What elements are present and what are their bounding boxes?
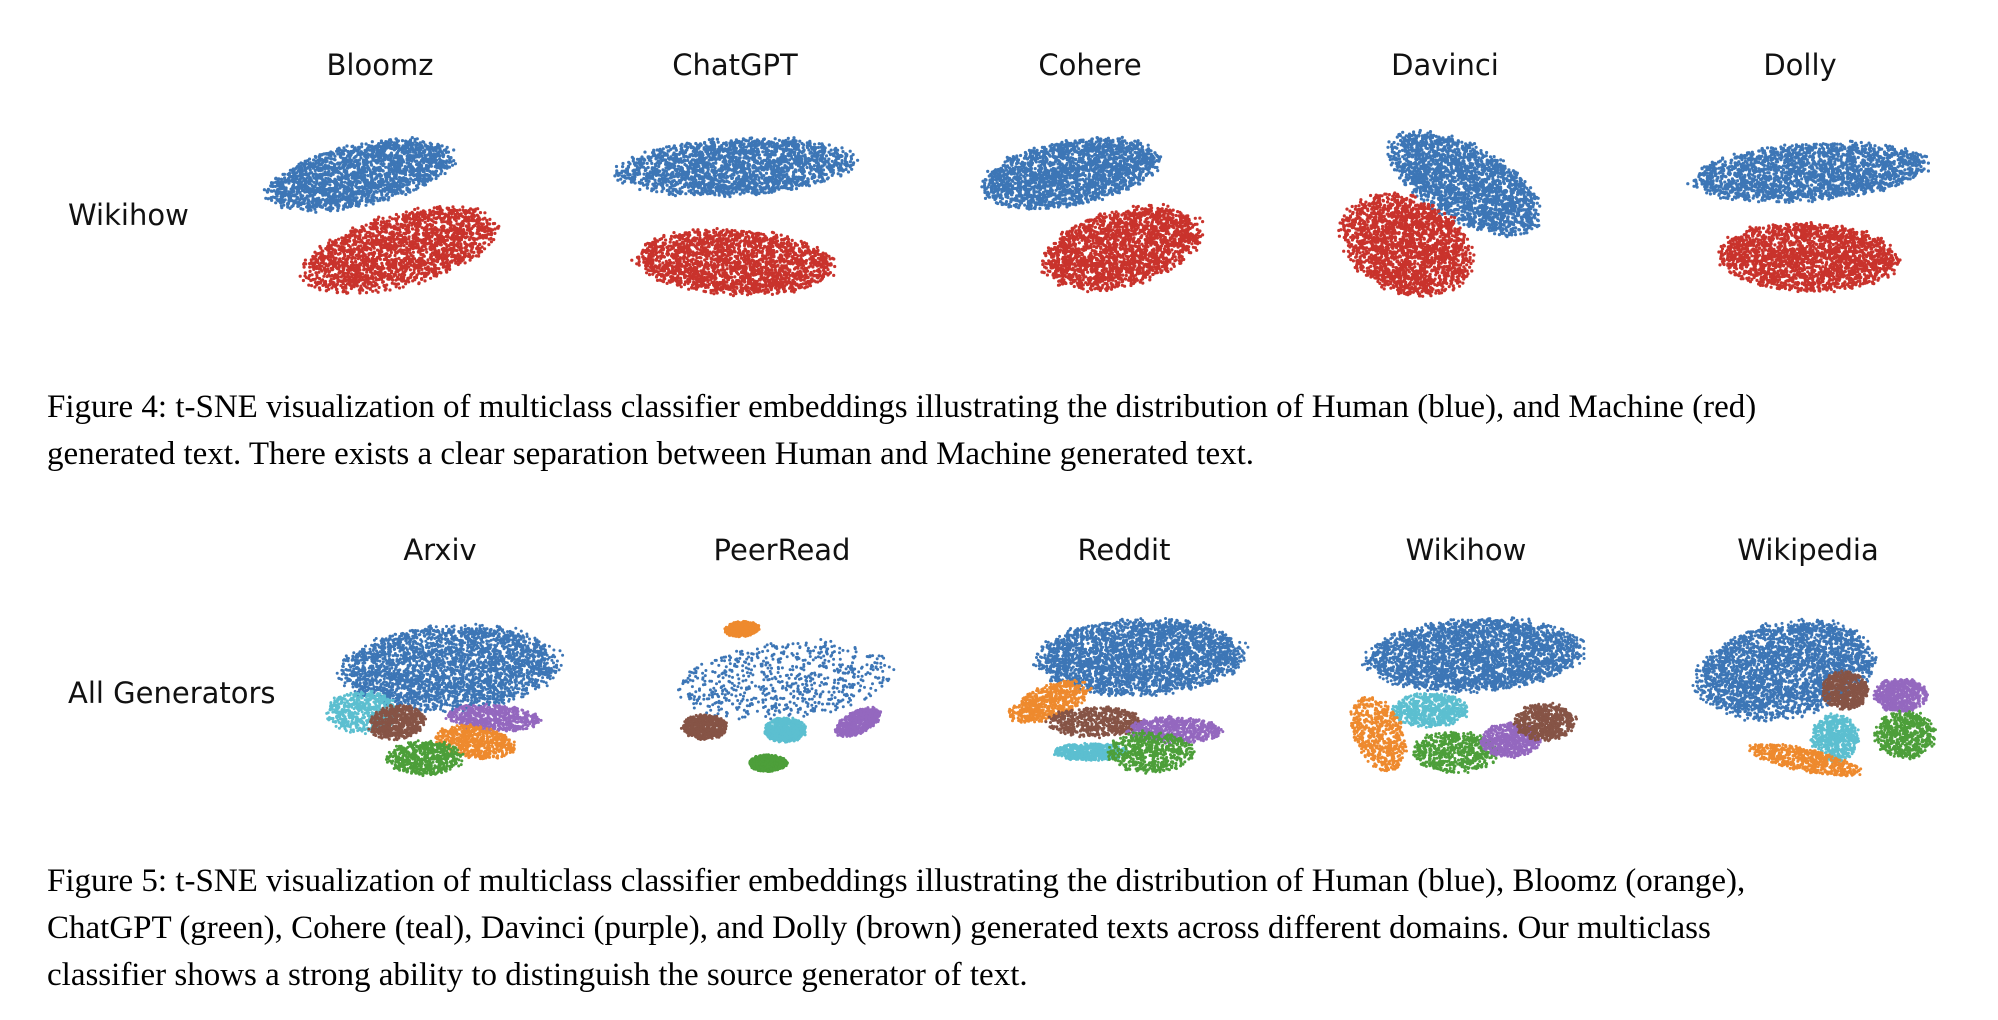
fig5-dolly-cluster-4 bbox=[1512, 701, 1578, 743]
fig5-cohere-cluster-2 bbox=[763, 716, 807, 744]
fig5-row-label: All Generators bbox=[68, 676, 276, 710]
fig4-machine-cluster-1 bbox=[298, 205, 501, 295]
fig4-machine-cluster-5 bbox=[1717, 221, 1902, 294]
fig5-chatgpt-cluster-1 bbox=[385, 739, 465, 778]
fig4-col-title-3: Cohere bbox=[1038, 48, 1141, 82]
fig5-human-cluster-1 bbox=[335, 622, 565, 714]
fig4-col-title-1: Bloomz bbox=[327, 48, 434, 82]
fig4-machine-cluster-4 bbox=[1337, 191, 1476, 298]
fig5-dolly-cluster-1 bbox=[367, 703, 428, 742]
figure5-scatter-grid bbox=[325, 616, 1937, 778]
fig5-cohere-cluster-4 bbox=[1391, 692, 1469, 729]
fig5-bloomz-cluster-3 bbox=[1007, 678, 1093, 724]
figure4-scatter-grid bbox=[262, 128, 1930, 298]
fig5-dolly-cluster-3 bbox=[1044, 705, 1145, 740]
fig5-dolly-cluster-2 bbox=[679, 713, 728, 741]
fig5-col-title-1: Arxiv bbox=[403, 533, 476, 567]
fig5-dolly-cluster-5 bbox=[1821, 669, 1870, 711]
fig4-col-title-4: Davinci bbox=[1391, 48, 1499, 82]
fig5-col-title-2: PeerRead bbox=[714, 533, 851, 567]
fig5-bloomz-cluster-1 bbox=[434, 723, 516, 761]
figure4-caption-line-2: generated text. There exists a clear sep… bbox=[47, 431, 1977, 478]
fig5-chatgpt-cluster-2 bbox=[748, 753, 789, 773]
fig5-bloomz-cluster-5 bbox=[1748, 743, 1863, 778]
fig5-col-title-3: Reddit bbox=[1078, 533, 1171, 567]
fig5-bloomz-cluster-2 bbox=[723, 619, 761, 639]
fig5-bloomz-cluster-4 bbox=[1349, 696, 1408, 773]
fig4-human-cluster-3 bbox=[980, 135, 1163, 211]
fig5-davinci-cluster-5 bbox=[1872, 677, 1929, 713]
fig4-row-label: Wikihow bbox=[68, 198, 189, 232]
fig4-human-cluster-2 bbox=[613, 136, 860, 199]
fig4-human-cluster-1 bbox=[262, 136, 457, 214]
fig5-chatgpt-cluster-4 bbox=[1412, 730, 1500, 774]
fig5-human-cluster-4 bbox=[1360, 616, 1586, 695]
fig5-human-cluster-2 bbox=[677, 638, 896, 721]
fig5-col-title-5: Wikipedia bbox=[1737, 533, 1878, 567]
figure4-caption: Figure 4: t-SNE visualization of multicl… bbox=[47, 384, 1977, 478]
fig5-col-title-4: Wikihow bbox=[1406, 533, 1527, 567]
fig4-machine-cluster-2 bbox=[630, 227, 837, 298]
figure5-caption-line-1: Figure 5: t-SNE visualization of multicl… bbox=[47, 858, 1977, 905]
fig5-human-cluster-3 bbox=[1032, 617, 1250, 698]
fig5-chatgpt-cluster-5 bbox=[1873, 709, 1937, 761]
figure5-caption-line-2: ChatGPT (green), Cohere (teal), Davinci … bbox=[47, 905, 1977, 952]
fig5-davinci-cluster-2 bbox=[833, 705, 883, 738]
figure5-caption-line-3: classifier shows a strong ability to dis… bbox=[47, 952, 1977, 999]
figure4-caption-line-1: Figure 4: t-SNE visualization of multicl… bbox=[47, 384, 1977, 431]
fig4-human-cluster-4 bbox=[1386, 128, 1542, 239]
fig4-human-cluster-5 bbox=[1686, 139, 1930, 204]
fig4-machine-cluster-3 bbox=[1040, 202, 1205, 294]
fig4-col-title-5: Dolly bbox=[1763, 48, 1836, 82]
fig5-chatgpt-cluster-3 bbox=[1106, 729, 1196, 775]
figure5-caption: Figure 5: t-SNE visualization of multicl… bbox=[47, 858, 1977, 999]
fig4-col-title-2: ChatGPT bbox=[672, 48, 797, 82]
